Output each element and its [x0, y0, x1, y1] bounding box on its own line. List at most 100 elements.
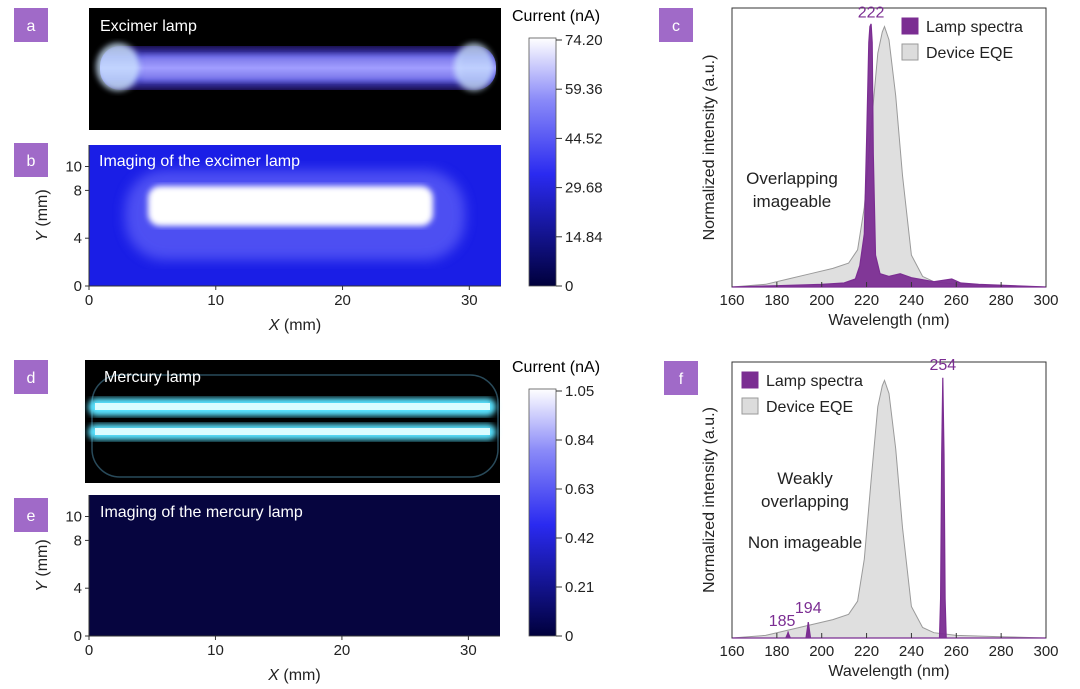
mercury-map: [89, 495, 500, 636]
chart-f-x-tick-label: 280: [989, 643, 1014, 660]
panel-b-x-tick-label: 10: [207, 292, 224, 309]
colorbar-bottom-tick-label: 0.84: [565, 432, 594, 449]
chart-f-annotation: overlapping: [761, 492, 849, 511]
panel-b-y-tick-label: 4: [74, 230, 82, 247]
panel-b-x-tick-label: 20: [334, 292, 351, 309]
chart-c-legend-label: Lamp spectra: [926, 19, 1023, 36]
colorbar-bottom-ticks: 1.05 0.84 0.63 0.42 0.21 0: [556, 383, 594, 645]
chart-f-x-tick-label: 200: [809, 643, 834, 660]
panel-b-x-axis-label: X (mm): [268, 317, 321, 334]
badge-f-label: f: [679, 371, 684, 388]
colorbar-bottom: Current (nA) 1.05 0.84 0.63 0.42 0.21 0: [512, 359, 600, 645]
panel-b-axes: 0 10 20 30 0 4 8 10 Y (mm) X (mm): [34, 145, 501, 334]
badge-a-label: a: [27, 18, 36, 35]
colorbar-bottom-tick-label: 0.21: [565, 579, 594, 596]
chart-c-device-eqe-area: [731, 25, 1047, 288]
panel-a: Excimer lamp: [89, 8, 501, 130]
chart-c-y-axis-label: Normalized intensity (a.u.): [701, 55, 718, 241]
excimer-map-hotspot: [148, 186, 433, 226]
panel-e-x-tick-label: 10: [207, 642, 224, 659]
chart-f-x-tick-label: 180: [764, 643, 789, 660]
chart-c-x-axis-label: Wavelength (nm): [828, 312, 949, 329]
panel-b: Imaging of the excimer lamp: [89, 145, 501, 286]
chart-f-x-tick-label: 300: [1033, 643, 1058, 660]
chart-c: 160 180 200 220 240 260 280 300 Wavelength (nm) N…: [701, 4, 1059, 329]
colorbar-top-tick-label: 59.36: [565, 81, 603, 98]
panel-b-y-tick-label: 10: [65, 159, 82, 176]
chart-c-annotation: Overlapping: [746, 169, 838, 188]
panel-b-x-tick-label: 0: [85, 292, 93, 309]
panel-e-y-tick-label: 4: [74, 580, 82, 597]
colorbar-top-title: Current (nA): [512, 8, 600, 25]
chart-c-x-tick-label: 180: [764, 292, 789, 309]
chart-f-peak-label: 185: [769, 613, 796, 630]
chart-f-x-tick-label: 260: [944, 643, 969, 660]
badge-b-label: b: [27, 153, 36, 170]
chart-c-x-tick-label: 280: [989, 292, 1014, 309]
mercury-photo: [85, 360, 500, 483]
chart-c-x-tick-label: 220: [854, 292, 879, 309]
colorbar-top-gradient: [528, 37, 557, 287]
panel-e-x-axis-label: X (mm): [267, 667, 320, 684]
mercury-tube-upper-core: [95, 403, 490, 410]
colorbar-top: Current (nA) 74.20 59.36 44.52 29.68 14.84 0: [512, 8, 603, 295]
chart-f-legend-swatch: [741, 397, 759, 415]
chart-c-annotation: imageable: [753, 192, 831, 211]
chart-c-x-tick-label: 160: [719, 292, 744, 309]
chart-f-x-axis-label: Wavelength (nm): [828, 663, 949, 680]
chart-f-peak-label: 194: [795, 600, 822, 617]
colorbar-top-ticks: 74.20 59.36 44.52 29.68 14.84 0: [556, 32, 603, 295]
colorbar-top-tick-label: 29.68: [565, 180, 603, 197]
chart-c-peak-label: 222: [858, 4, 885, 21]
panel-badges: a b c d e f: [14, 8, 698, 532]
panel-e-y-tick-label: 10: [65, 509, 82, 526]
badge-d: [14, 360, 48, 394]
panel-e-x-tick-label: 30: [460, 642, 477, 659]
chart-c-legend-swatch: [901, 17, 919, 35]
colorbar-bottom-tick-label: 0.63: [565, 481, 594, 498]
mercury-tube-lower-core: [95, 428, 490, 435]
colorbar-bottom-tick-label: 1.05: [565, 383, 594, 400]
chart-f-x-tick-label: 220: [854, 643, 879, 660]
panel-e-y-tick-label: 0: [74, 628, 82, 645]
colorbar-bottom-tick-label: 0.42: [565, 530, 594, 547]
chart-f: 160 180 200 220 240 260 280 300 Wavelength (nm) N…: [701, 357, 1059, 680]
chart-f-lamp-spectra-area: [732, 377, 1046, 639]
chart-c-x-tick-label: 240: [899, 292, 924, 309]
excimer-left-electrode: [96, 43, 140, 91]
colorbar-top-tick-label: 0: [565, 278, 573, 295]
chart-f-legend-swatch: [741, 371, 759, 389]
chart-f-x-tick-label: 160: [719, 643, 744, 660]
panel-e-y-tick-label: 8: [74, 532, 82, 549]
chart-f-y-axis-label: Normalized intensity (a.u.): [701, 407, 718, 593]
panel-e: Imaging of the mercury lamp: [89, 495, 500, 636]
chart-c-lamp-spectra-area: [731, 23, 1047, 288]
panel-b-title: Imaging of the excimer lamp: [99, 153, 300, 170]
colorbar-top-tick-label: 14.84: [565, 229, 603, 246]
badge-b: [14, 143, 48, 177]
badge-a: [14, 8, 48, 42]
panel-a-title: Excimer lamp: [100, 18, 197, 35]
badge-c: [659, 8, 693, 42]
panel-b-y-tick-label: 0: [74, 278, 82, 295]
colorbar-top-tick-label: 74.20: [565, 32, 603, 49]
badge-d-label: d: [27, 370, 36, 387]
chart-f-legend-label: Lamp spectra: [766, 373, 863, 390]
panel-e-y-axis-label: Y (mm): [34, 539, 51, 591]
badge-e: [14, 498, 48, 532]
colorbar-bottom-gradient: [528, 388, 557, 637]
chart-f-legend-label: Device EQE: [766, 399, 853, 416]
panel-e-title: Imaging of the mercury lamp: [100, 504, 303, 521]
chart-f-annotation: Non imageable: [748, 533, 862, 552]
chart-c-x-tick-label: 200: [809, 292, 834, 309]
panel-b-y-axis-label: Y (mm): [34, 189, 51, 241]
badge-f: [664, 361, 698, 395]
chart-c-x-tick-label: 260: [944, 292, 969, 309]
excimer-tube-core: [140, 55, 460, 81]
badge-c-label: c: [672, 18, 680, 35]
panel-b-y-tick-label: 8: [74, 182, 82, 199]
badge-e-label: e: [27, 508, 36, 525]
excimer-right-electrode: [454, 43, 494, 91]
panel-b-x-tick-label: 30: [461, 292, 478, 309]
